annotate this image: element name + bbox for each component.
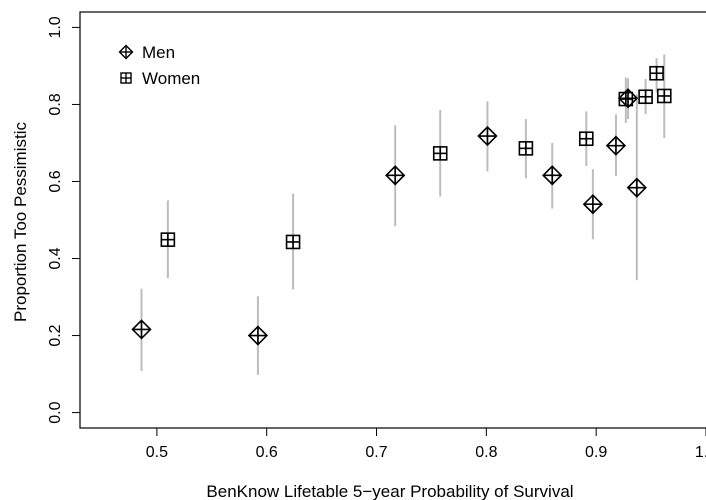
legend-item-women: Women	[120, 69, 200, 88]
legend-label-men: Men	[142, 43, 175, 62]
legend-symbol-men	[118, 44, 134, 60]
legend-label-women: Women	[142, 69, 200, 88]
legend-item-men: Men	[118, 43, 175, 62]
x-axis-label: BenKnow Lifetable 5−year Probability of …	[206, 482, 573, 500]
y-axis-label: Proportion Too Pessimistic	[11, 122, 30, 322]
data-point-women	[638, 89, 653, 105]
plot-frame	[79, 11, 706, 429]
legend: Men Women	[118, 43, 200, 88]
x-tick-label: 0.6	[256, 444, 278, 461]
data-point-men	[131, 319, 152, 340]
data-point-men	[605, 135, 627, 156]
y-tick-label: 1.0	[47, 16, 64, 38]
data-point-men	[385, 165, 406, 186]
error-bars	[140, 54, 666, 375]
y-tick-label: 0.2	[47, 324, 64, 346]
data-point-women	[578, 131, 594, 147]
plot-border	[79, 11, 706, 429]
data-point-men	[626, 177, 647, 198]
data-point-men	[477, 125, 498, 147]
y-tick-label: 0.8	[47, 93, 64, 115]
data-point-women	[432, 146, 448, 161]
data-point-women	[518, 141, 534, 156]
y-tick-label: 0.0	[47, 401, 64, 423]
x-tick-label: 0.8	[475, 444, 497, 461]
data-point-women	[618, 91, 634, 107]
y-tick-label: 0.6	[47, 170, 64, 192]
x-tick-label: 0.9	[585, 444, 607, 461]
data-point-women	[649, 65, 664, 81]
data-point-women	[285, 234, 301, 250]
x-tick-label: 0.5	[146, 444, 168, 461]
x-tick-label: 0.7	[365, 444, 387, 461]
markers	[131, 65, 672, 346]
data-point-women	[656, 88, 672, 104]
x-tick-label: 1.0	[695, 444, 706, 461]
data-point-men	[247, 325, 269, 346]
data-point-men	[582, 194, 604, 215]
y-axis: 0.0 0.2 0.4 0.6 0.8 1.0	[47, 16, 80, 424]
data-point-women	[160, 232, 176, 247]
x-axis: 0.5 0.6 0.7 0.8 0.9 1.0	[146, 428, 706, 461]
data-point-men	[542, 165, 563, 186]
legend-symbol-women	[120, 72, 132, 84]
y-tick-label: 0.4	[47, 247, 64, 269]
